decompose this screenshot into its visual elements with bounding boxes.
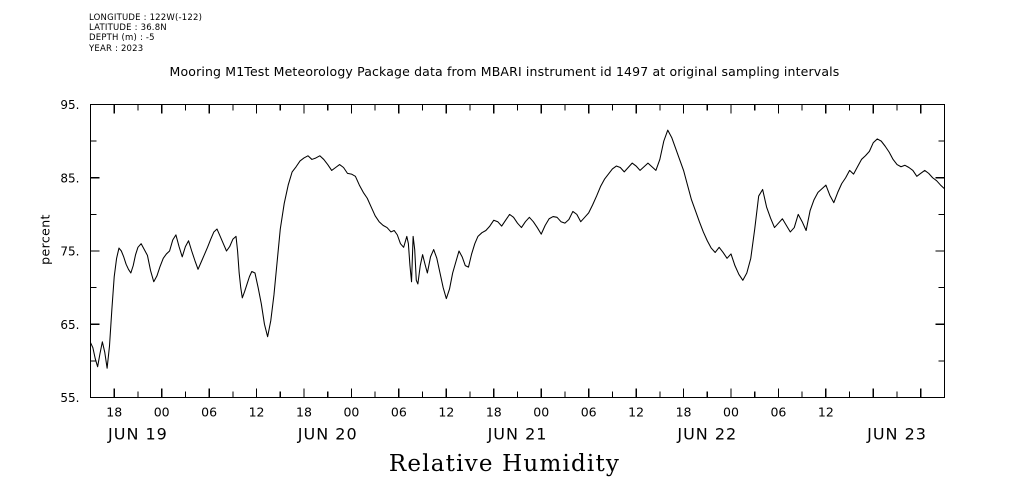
x-tick-label: 00: [154, 405, 170, 420]
metadata-latitude: LATITUDE : 36.8N: [89, 23, 167, 34]
y-tick-labels: 55. 65. 75. 85. 95.: [60, 98, 79, 405]
y-tick-label: 55.: [60, 391, 79, 405]
data-series-group: [89, 129, 946, 369]
plot-frame: [89, 103, 946, 399]
metadata-year: YEAR : 2023: [89, 43, 144, 54]
x-tick-label: 12: [628, 405, 644, 420]
x-tick-label: 06: [201, 405, 217, 420]
x-tick-label: 12: [818, 405, 834, 420]
y-tick-label: 85.: [60, 171, 79, 185]
ticks-group: [89, 103, 946, 399]
x-tick-labels: 18 00 06 12 18 00 06 12 18 00 06 12 18 00 06 12: [106, 405, 834, 420]
y-tick-label: 95.: [60, 98, 79, 112]
x-tick-label: 18: [486, 405, 502, 420]
x-day-label: JUN 21: [487, 425, 548, 444]
chart-caption: Relative Humidity: [388, 451, 621, 477]
x-tick-label: 18: [106, 405, 122, 420]
x-tick-label: 00: [343, 405, 359, 420]
x-tick-label: 12: [438, 405, 454, 420]
x-tick-label: 06: [770, 405, 786, 420]
x-tick-label: 18: [296, 405, 312, 420]
x-tick-label: 18: [676, 405, 692, 420]
x-day-label: JUN 23: [866, 425, 927, 444]
x-tick-label: 00: [533, 405, 549, 420]
x-day-labels: JUN 19 JUN 20 JUN 21 JUN 22 JUN 23: [107, 425, 927, 444]
chart-title: Mooring M1Test Meteorology Package data …: [169, 64, 840, 79]
metadata-longitude: LONGITUDE : 122W(-122): [89, 13, 203, 23]
data-series-line: [89, 129, 946, 369]
metadata-depth: DEPTH (m) : -5: [89, 33, 155, 44]
x-day-label: JUN 19: [107, 425, 168, 444]
x-tick-label: 12: [249, 405, 265, 420]
y-tick-label: 75.: [60, 245, 79, 259]
x-tick-label: 00: [723, 405, 739, 420]
y-tick-label: 65.: [60, 318, 79, 332]
x-tick-label: 06: [581, 405, 597, 420]
x-tick-label: 06: [391, 405, 407, 420]
metadata-block: LONGITUDE : 122W(-122) LATITUDE : 36.8N …: [89, 13, 202, 54]
x-day-label: JUN 22: [676, 425, 737, 444]
x-day-label: JUN 20: [297, 425, 358, 444]
axes-group: [89, 103, 946, 399]
